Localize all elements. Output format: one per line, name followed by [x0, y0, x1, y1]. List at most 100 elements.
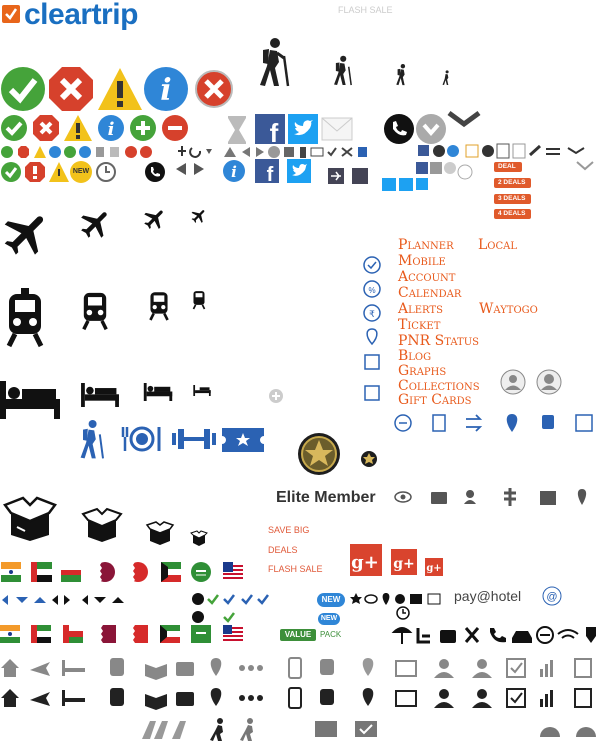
gift-box-icon: [190, 530, 208, 546]
train-icon: [5, 288, 45, 348]
new-pill: NEW: [317, 593, 345, 607]
social-row-icons: [382, 162, 474, 192]
amenity-icons-row: [391, 624, 598, 646]
deals-label: DEALS: [268, 545, 298, 555]
india-flag: [1, 562, 21, 582]
brand-logo[interactable]: cleartrip: [0, 0, 140, 30]
menu-item[interactable]: Blog: [398, 348, 432, 364]
menu-item[interactable]: Ticket: [398, 317, 441, 333]
menu-item[interactable]: Gift Cards: [398, 392, 472, 408]
save-big-label: SAVE BIG: [268, 525, 310, 535]
svg-text:%: %: [368, 286, 375, 295]
error-icon: [194, 69, 234, 109]
svg-text:@: @: [546, 591, 557, 603]
svg-text:i: i: [231, 163, 237, 181]
hourglass-icon: [226, 114, 248, 146]
menu-item[interactable]: PNR Status: [398, 333, 479, 349]
at-icon: @: [542, 586, 562, 606]
chevron-down-icon: [415, 113, 447, 145]
svg-text:i: i: [108, 119, 115, 140]
check-icon: [0, 66, 46, 112]
hiker-icon: [441, 70, 452, 86]
facebook-icon[interactable]: f: [255, 159, 279, 186]
avatar-icon: [500, 369, 526, 395]
brand-name: cleartrip: [24, 0, 138, 31]
arrow-icons-row: [2, 594, 132, 606]
clock-icon: [95, 161, 117, 183]
google-plus-icon[interactable]: g+: [425, 558, 443, 576]
menu-item[interactable]: Alerts: [398, 301, 443, 317]
train-icon: [81, 288, 109, 331]
svg-text:i: i: [160, 73, 171, 108]
toolbar-icons-small: [178, 144, 378, 160]
category-icons-row-1: [0, 656, 598, 680]
close-icon: [48, 66, 94, 112]
deal-tags: DEAL 2 DEALS 3 DEALS 4 DEALS: [494, 162, 554, 222]
bed-icon: [0, 381, 60, 419]
google-plus-icon[interactable]: g+: [350, 544, 382, 576]
gray-icons-row: [394, 486, 598, 508]
flash-sale-label: FLASH SALE: [268, 564, 323, 574]
chevron-down-icon: [447, 110, 481, 128]
close-icon: [32, 114, 60, 142]
bottom-icons-row: [140, 717, 598, 741]
bed-icon: [143, 383, 173, 401]
flight-small-icons: [328, 168, 374, 184]
check-icon: [0, 114, 28, 142]
menu-item[interactable]: Graphs: [398, 363, 447, 379]
blue-icons-row: [394, 412, 598, 434]
plus-icon: [129, 114, 157, 142]
plane-icon: [0, 206, 54, 262]
star-badge-icon: [360, 450, 378, 468]
hiker-icon: [331, 55, 353, 87]
value-pack-badge: VALUE PACK: [280, 627, 348, 643]
dining-icon: [121, 425, 163, 453]
gift-box-icon: [3, 496, 57, 541]
menu-item[interactable]: Collections: [398, 378, 480, 394]
category-icons-row-2: [0, 686, 598, 710]
pay-at-hotel-label: pay@hotel: [454, 588, 522, 604]
flash-sale-faint: FLASH SALE: [338, 5, 393, 15]
twitter-icon[interactable]: [287, 159, 311, 183]
small-status-icons: [0, 145, 160, 159]
google-plus-icon[interactable]: g+: [391, 549, 417, 575]
mail-icon[interactable]: [321, 117, 353, 141]
menu-item[interactable]: Calendar: [398, 285, 462, 301]
hiker-icon: [76, 420, 106, 460]
twitter-icon[interactable]: [288, 114, 318, 144]
add-circle-icon: [268, 388, 284, 404]
train-icon: [148, 289, 170, 321]
ticket-icon: [222, 428, 264, 452]
minus-icon: [161, 114, 189, 142]
value-pill: VALUE: [280, 629, 316, 641]
plane-icon: [78, 206, 114, 242]
new-badge: NEW: [70, 161, 92, 183]
star-badge-icon: [297, 432, 341, 476]
bed-icon: [193, 385, 211, 396]
plane-icon: [142, 206, 168, 232]
flags-square-row: [0, 625, 250, 645]
flags-round-row: [0, 561, 250, 583]
warning-icon: [63, 114, 93, 142]
phone-icon: [144, 161, 166, 183]
plane-icon: [190, 207, 208, 225]
phone-icon[interactable]: [383, 113, 415, 145]
facebook-icon[interactable]: f: [255, 114, 285, 148]
info-icon: i: [143, 66, 189, 112]
menu-item[interactable]: Account: [398, 269, 456, 285]
toolbar-icons-right: [418, 143, 598, 159]
menu-item[interactable]: Mobile: [398, 253, 446, 269]
menu-item[interactable]: Local: [478, 237, 518, 253]
info-icon: i: [222, 159, 246, 183]
pack-text: PACK: [320, 630, 342, 639]
menu-item[interactable]: Planner: [398, 237, 454, 253]
chevron-down-icon: [575, 160, 595, 172]
menu-icons-left: % ₹: [361, 254, 387, 404]
menu-item[interactable]: Waytogo: [479, 301, 538, 317]
gift-box-icon: [145, 521, 175, 545]
gift-box-icon: [81, 507, 123, 542]
hiker-icon: [255, 38, 291, 88]
arrow-left-right-icon: [176, 162, 204, 176]
clock-icon: [396, 606, 410, 620]
deal-tag: 4 DEALS: [494, 209, 532, 219]
